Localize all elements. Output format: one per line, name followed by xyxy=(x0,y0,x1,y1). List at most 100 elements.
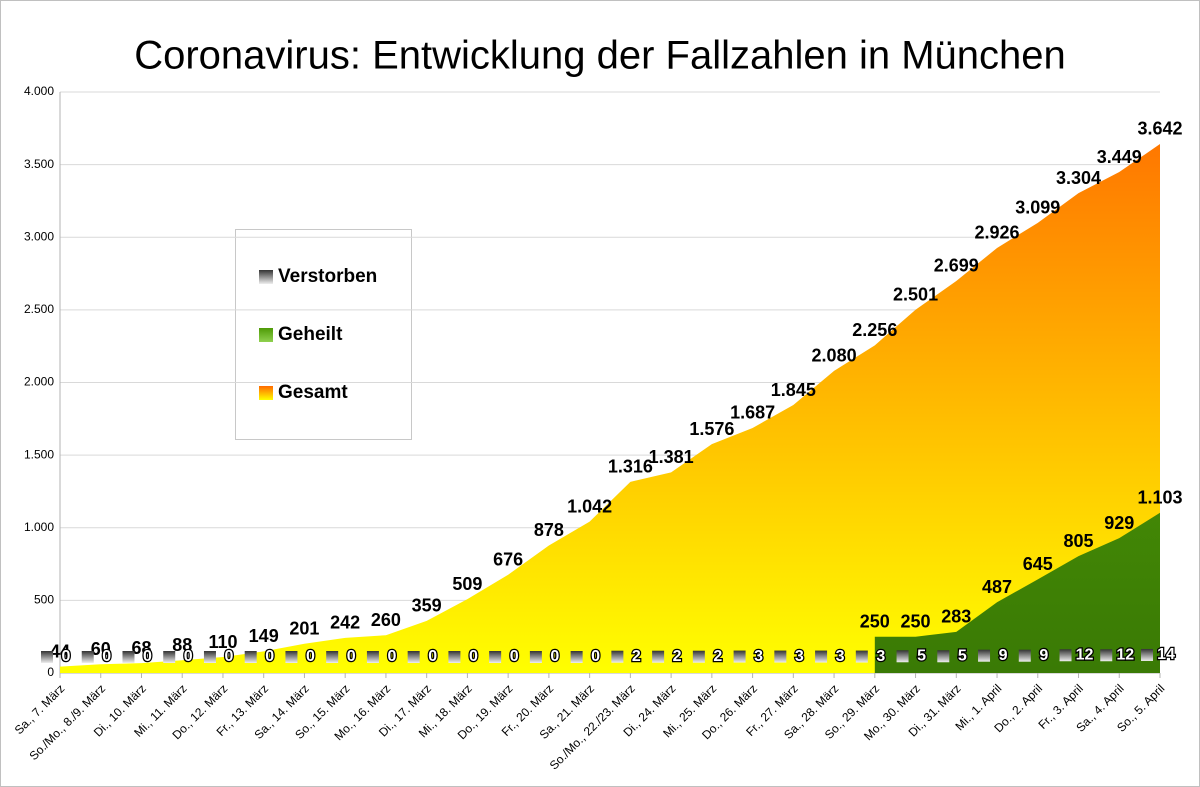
marker xyxy=(978,649,991,662)
value-label: 60 xyxy=(91,639,111,659)
value-label: 250 xyxy=(860,611,890,631)
value-label: 1.845 xyxy=(771,380,816,400)
marker xyxy=(407,651,420,663)
value-label: 88 xyxy=(172,635,192,655)
value-label: 0 xyxy=(469,648,478,665)
area xyxy=(874,512,1160,673)
value-label: 2.699 xyxy=(934,256,979,276)
marker xyxy=(529,651,542,663)
marker xyxy=(611,650,624,663)
area xyxy=(60,143,1160,673)
marker xyxy=(81,651,94,663)
value-label: 359 xyxy=(412,596,442,616)
marker xyxy=(896,650,909,663)
value-label: 0 xyxy=(550,648,559,665)
value-label: 0 xyxy=(62,648,71,665)
value-label: 929 xyxy=(1104,513,1134,533)
value-label: 0 xyxy=(510,648,519,665)
legend-label: Gesamt xyxy=(278,382,348,403)
value-label: 0 xyxy=(387,648,396,665)
value-label: 12 xyxy=(1076,646,1094,663)
value-label: 676 xyxy=(493,550,523,570)
value-label: 0 xyxy=(225,648,234,665)
value-label: 3 xyxy=(836,648,845,665)
value-label: 2.501 xyxy=(893,284,938,304)
value-label: 1.042 xyxy=(567,496,612,516)
value-label: 0 xyxy=(306,648,315,665)
marker xyxy=(285,651,298,663)
marker xyxy=(41,651,53,663)
value-label: 3 xyxy=(795,648,804,665)
value-label: 12 xyxy=(1116,646,1134,663)
legend-swatch xyxy=(259,386,273,400)
marker xyxy=(692,650,705,663)
value-label: 0 xyxy=(591,648,600,665)
value-label: 509 xyxy=(452,574,482,594)
marker xyxy=(733,650,746,663)
value-label: 5 xyxy=(917,647,926,664)
value-label: 9 xyxy=(1039,647,1048,664)
value-label: 0 xyxy=(143,648,152,665)
value-label: 3.449 xyxy=(1097,147,1142,167)
value-label: 242 xyxy=(330,613,360,633)
value-label: 805 xyxy=(1063,531,1093,551)
value-label: 2 xyxy=(713,648,722,665)
value-label: 0 xyxy=(102,648,111,665)
y-tick-label: 2.500 xyxy=(24,302,54,316)
marker xyxy=(122,651,135,663)
y-tick-label: 0 xyxy=(47,665,54,679)
marker xyxy=(1018,649,1031,662)
value-label: 1.576 xyxy=(689,419,734,439)
value-label: 149 xyxy=(249,626,279,646)
value-label: 0 xyxy=(184,648,193,665)
marker xyxy=(489,651,502,663)
value-label: 2 xyxy=(632,648,641,665)
marker xyxy=(815,650,828,663)
value-label: 110 xyxy=(208,632,237,652)
value-label: 250 xyxy=(901,611,931,631)
value-label: 2.926 xyxy=(975,223,1020,243)
chart-title: Coronavirus: Entwicklung der Fallzahlen … xyxy=(134,34,1066,78)
marker xyxy=(244,651,257,663)
legend-swatch xyxy=(259,328,273,342)
value-label: 1.381 xyxy=(649,447,694,467)
marker xyxy=(774,650,787,663)
legend-label: Verstorben xyxy=(278,266,377,287)
marker xyxy=(1059,649,1072,662)
value-label: 3 xyxy=(876,648,885,665)
marker xyxy=(448,651,461,663)
legend-label: Geheilt xyxy=(278,324,343,345)
value-label: 283 xyxy=(941,607,971,627)
value-label: 68 xyxy=(131,638,151,658)
marker xyxy=(652,650,665,663)
value-label: 0 xyxy=(428,648,437,665)
marker xyxy=(1141,648,1153,661)
value-label: 0 xyxy=(347,648,356,665)
y-tick-label: 1.000 xyxy=(24,520,54,534)
marker xyxy=(570,651,583,663)
value-label: 878 xyxy=(534,520,564,540)
y-tick-label: 3.000 xyxy=(24,229,54,243)
value-label: 44 xyxy=(50,641,70,661)
value-label: 3 xyxy=(754,648,763,665)
value-label: 2 xyxy=(673,648,682,665)
marker xyxy=(366,651,379,663)
marker xyxy=(1100,649,1113,662)
y-tick-label: 1.500 xyxy=(24,447,54,461)
marker xyxy=(163,651,176,663)
marker xyxy=(937,650,950,663)
value-label: 5 xyxy=(958,647,967,664)
y-tick-label: 4.000 xyxy=(24,84,54,98)
value-label: 201 xyxy=(289,619,319,639)
value-label: 260 xyxy=(371,610,401,630)
value-label: 14 xyxy=(1157,646,1175,663)
value-label: 2.256 xyxy=(852,320,897,340)
value-label: 3.642 xyxy=(1137,119,1182,139)
y-tick-label: 3.500 xyxy=(24,157,54,171)
marker xyxy=(203,651,216,663)
value-label: 487 xyxy=(982,577,1012,597)
value-label: 645 xyxy=(1023,554,1053,574)
legend-swatch xyxy=(259,270,273,284)
value-label: 1.103 xyxy=(1137,488,1182,508)
